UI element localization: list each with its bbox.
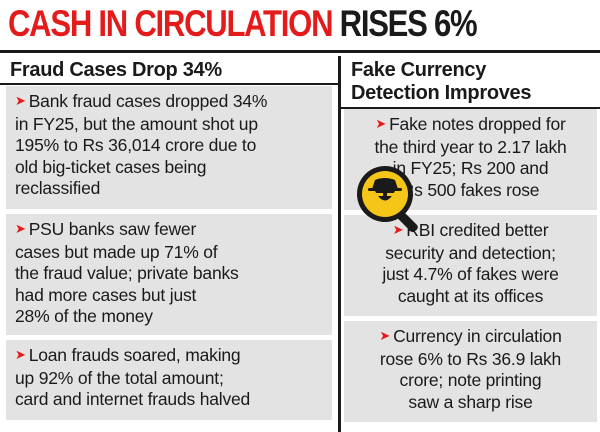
bullet-arrow-icon: ➤ [375, 116, 387, 131]
column-divider [338, 56, 341, 432]
right-heading: Fake Currency Detection Improves [351, 59, 532, 104]
bullet-arrow-icon: ➤ [392, 222, 404, 237]
headline-part2: RISES 6% [339, 3, 478, 44]
left-card-3: ➤ Loan frauds soared, making up 92% of th… [6, 340, 332, 420]
right-item-1: Fake notes dropped for the third year to… [374, 114, 567, 200]
left-item-3: Loan frauds soared, making up 92% of the… [15, 345, 251, 409]
left-card-1: ➤ Bank fraud cases dropped 34% in FY25, b… [6, 86, 332, 209]
left-card-2: ➤ PSU banks saw fewer cases but made up 7… [6, 214, 332, 335]
right-card-2: ➤ RBI credited better security and detect… [344, 215, 597, 316]
right-card-1: ➤ Fake notes dropped for the third year t… [344, 109, 597, 210]
bullet-arrow-icon: ➤ [15, 221, 26, 236]
right-item-3: Currency in circulation rose 6% to Rs 36… [379, 326, 562, 412]
headline-part1: CASH IN CIRCULATION [8, 3, 334, 44]
bullet-arrow-icon: ➤ [379, 328, 391, 343]
left-item-2: PSU banks saw fewer cases but made up 71… [15, 219, 239, 326]
left-heading: Fraud Cases Drop 34% [10, 59, 222, 81]
headline: CASH IN CIRCULATION RISES 6% [8, 2, 504, 46]
right-card-3: ➤ Currency in circulation rose 6% to Rs 3… [344, 321, 597, 422]
left-heading-rule [0, 83, 338, 85]
right-heading-rule [341, 107, 600, 109]
right-item-2: RBI credited better security and detecti… [382, 220, 559, 306]
left-column: Fraud Cases Drop 34% ➤ Bank fraud cases d… [0, 56, 338, 432]
bullet-arrow-icon: ➤ [15, 93, 26, 108]
top-rule [0, 50, 600, 53]
detective-magnifier-icon [349, 160, 429, 240]
left-item-1: Bank fraud cases dropped 34% in FY25, bu… [15, 91, 268, 198]
bullet-arrow-icon: ➤ [15, 347, 26, 362]
right-column: Fake Currency Detection Improves ➤ Fake n… [341, 56, 600, 432]
